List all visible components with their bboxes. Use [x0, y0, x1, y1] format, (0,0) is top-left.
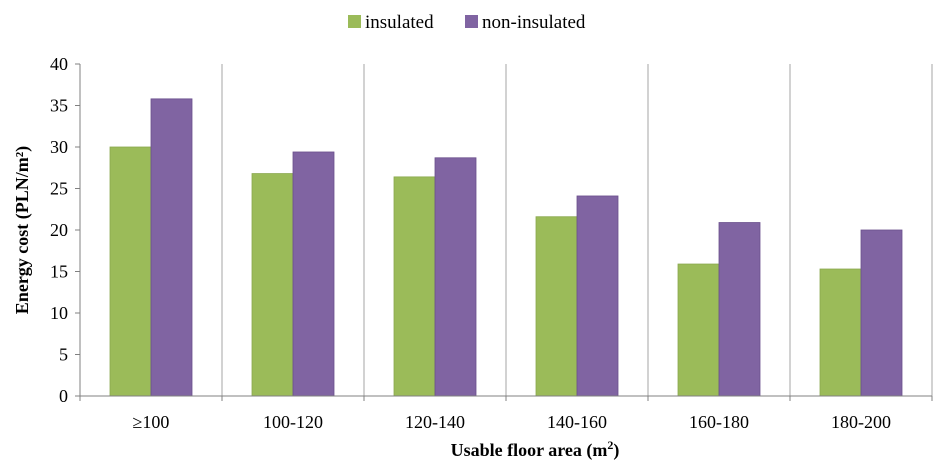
- y-tick-label: 20: [50, 220, 68, 240]
- bar-non-insulated-3: [576, 195, 619, 397]
- bar-insulated-4: [677, 263, 720, 397]
- y-tick-label: 30: [50, 137, 68, 157]
- bar-insulated-3: [535, 216, 578, 397]
- y-tick-label: 10: [50, 303, 68, 323]
- y-tick-label: 25: [50, 179, 68, 199]
- bar-non-insulated-2: [434, 157, 477, 397]
- y-tick-labels: 0 5 10 15 20 25 30 35 40: [50, 54, 68, 406]
- legend-swatch-non-insulated: [465, 15, 478, 28]
- legend-label-non-insulated: non-insulated: [482, 12, 586, 33]
- legend: insulated non-insulated: [348, 12, 586, 33]
- x-axis-title-end: ): [613, 440, 619, 461]
- bar-non-insulated-4: [718, 222, 761, 397]
- y-tick-label: 15: [50, 262, 68, 282]
- bar-non-insulated-5: [860, 229, 903, 397]
- bar-non-insulated-1: [292, 151, 335, 397]
- legend-label-insulated: insulated: [365, 12, 434, 33]
- y-tick-label: 0: [59, 386, 68, 406]
- bar-non-insulated-0: [150, 98, 193, 397]
- legend-swatch-insulated: [348, 15, 361, 28]
- bar-insulated-5: [819, 268, 862, 397]
- x-axis-title: Usable floor area (m2): [451, 438, 620, 461]
- y-tick-label: 5: [59, 345, 68, 365]
- x-category-label: 120-140: [405, 412, 465, 432]
- y-tick-label: 35: [50, 96, 68, 116]
- axes: [75, 63, 933, 401]
- bar-insulated-2: [393, 176, 436, 397]
- y-tick-label: 40: [50, 54, 68, 74]
- x-axis-title-main: Usable floor area (m: [451, 440, 608, 461]
- x-category-label: 160-180: [689, 412, 749, 432]
- y-axis-title: Energy cost (PLN/m²): [12, 146, 33, 314]
- bars: [109, 98, 903, 397]
- x-category-label: 140-160: [547, 412, 607, 432]
- x-category-label: 100-120: [263, 412, 323, 432]
- x-category-labels: ≥100 100-120 120-140 140-160 160-180 180-200: [133, 412, 891, 432]
- gridlines: [221, 64, 933, 396]
- bar-insulated-0: [109, 146, 152, 397]
- x-axis-title-superscript: 2: [607, 438, 613, 452]
- bar-insulated-1: [251, 173, 294, 397]
- x-category-label: 180-200: [831, 412, 891, 432]
- x-category-label: ≥100: [133, 412, 170, 432]
